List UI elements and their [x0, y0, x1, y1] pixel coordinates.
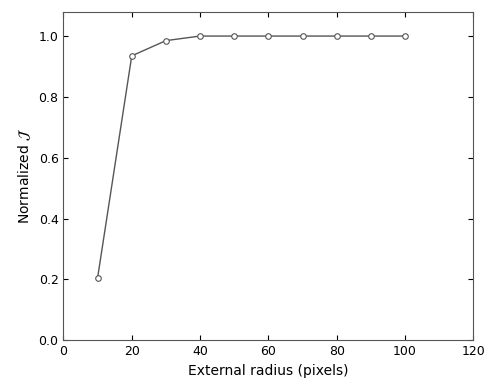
- Y-axis label: Normalized $\mathcal{J}$: Normalized $\mathcal{J}$: [17, 128, 33, 224]
- X-axis label: External radius (pixels): External radius (pixels): [188, 364, 348, 378]
